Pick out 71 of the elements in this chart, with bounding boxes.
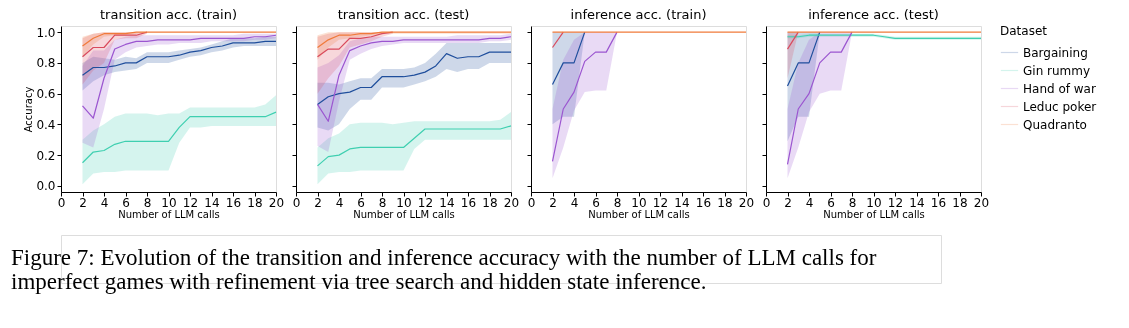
- y-tick-label: 0.0: [36, 179, 56, 194]
- x-tick-label: 18: [717, 195, 733, 210]
- x-tick-label: 8: [378, 195, 387, 210]
- x-tick-label: 2: [79, 195, 87, 210]
- x-tick-label: 0: [527, 195, 536, 210]
- x-tick-label: 16: [460, 195, 477, 210]
- y-tick-label: 0.4: [36, 117, 56, 132]
- legend-label: Gin rummy: [1023, 63, 1091, 78]
- x-tick-label: 10: [866, 195, 882, 210]
- x-tick-label: 8: [848, 195, 857, 210]
- line-series: [81, 111, 277, 164]
- chart-title: transition acc. (train): [100, 7, 237, 22]
- x-tick-label: 2: [314, 195, 322, 210]
- x-tick-label: 20: [268, 195, 285, 210]
- x-tick-label: 2: [784, 195, 792, 210]
- x-tick-label: 16: [930, 195, 947, 210]
- line-series: [81, 31, 277, 47]
- x-tick-label: 18: [482, 195, 498, 210]
- legend-title: Dataset: [1000, 24, 1048, 38]
- caption: Figure 7: Evolution of the transition and inference accuracy with the number of LLM calls for imperfect games with refinement via tree search and hidden state inference.: [11, 245, 877, 294]
- x-tick-label: 6: [827, 195, 835, 210]
- chart-title: transition acc. (test): [337, 7, 470, 22]
- x-tick-label: 18: [247, 195, 263, 210]
- x-tick-label: 12: [887, 195, 904, 210]
- x-tick-label: 14: [204, 195, 220, 210]
- x-tick-label: 16: [225, 195, 242, 210]
- y-tick-label: 0.8: [36, 56, 56, 71]
- y-axis-title: Accuracy: [23, 86, 35, 133]
- line-series: [81, 34, 277, 119]
- x-tick-label: 18: [952, 195, 968, 210]
- x-tick-label: 20: [973, 195, 990, 210]
- x-tick-label: 4: [335, 195, 344, 210]
- line-series: [81, 31, 148, 58]
- x-tick-label: 14: [439, 195, 455, 210]
- x-tick-label: 10: [396, 195, 412, 210]
- chart-title: inference acc. (train): [570, 7, 707, 22]
- x-tick-label: 20: [503, 195, 520, 210]
- x-axis-title: Number of LLM calls: [118, 208, 220, 220]
- x-tick-label: 12: [652, 195, 669, 210]
- x-tick-label: 4: [570, 195, 579, 210]
- y-tick-label: 1.0: [36, 25, 56, 40]
- x-tick-label: 10: [161, 195, 177, 210]
- x-tick-label: 16: [695, 195, 712, 210]
- x-tick-label: 8: [613, 195, 622, 210]
- legend-label: Hand of war: [1023, 81, 1096, 96]
- x-tick-label: 0: [292, 195, 301, 210]
- x-tick-label: 8: [143, 195, 152, 210]
- x-tick-label: 20: [738, 195, 755, 210]
- x-axis-title: Number of LLM calls: [823, 208, 925, 220]
- x-tick-label: 14: [909, 195, 925, 210]
- x-tick-label: 0: [57, 195, 66, 210]
- y-tick-label: 0.2: [36, 148, 56, 163]
- legend-label: Bargaining: [1023, 45, 1088, 60]
- x-tick-label: 2: [549, 195, 557, 210]
- x-tick-label: 4: [100, 195, 109, 210]
- x-tick-label: 6: [357, 195, 365, 210]
- x-tick-label: 6: [592, 195, 600, 210]
- x-axis-title: Number of LLM calls: [588, 208, 690, 220]
- line-series: [81, 40, 277, 76]
- x-axis-title: Number of LLM calls: [353, 208, 455, 220]
- legend-label: Leduc poker: [1023, 99, 1097, 114]
- y-tick-label: 0.6: [36, 87, 56, 102]
- x-tick-label: 12: [417, 195, 434, 210]
- x-tick-label: 6: [122, 195, 130, 210]
- x-tick-label: 12: [182, 195, 199, 210]
- x-tick-label: 14: [674, 195, 690, 210]
- chart-title: inference acc. (test): [808, 7, 939, 22]
- x-tick-label: 10: [631, 195, 647, 210]
- legend-label: Quadranto: [1023, 117, 1087, 132]
- x-tick-label: 0: [762, 195, 771, 210]
- x-tick-label: 4: [805, 195, 814, 210]
